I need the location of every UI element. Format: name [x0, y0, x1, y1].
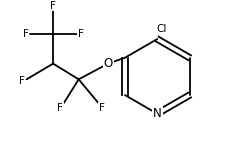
- Text: N: N: [152, 107, 161, 120]
- Text: F: F: [99, 103, 105, 113]
- Text: F: F: [77, 29, 83, 39]
- Text: F: F: [50, 1, 56, 11]
- Text: Cl: Cl: [155, 24, 166, 34]
- Text: F: F: [19, 76, 24, 86]
- Text: F: F: [23, 29, 28, 39]
- Text: F: F: [57, 103, 63, 113]
- Text: O: O: [103, 57, 112, 70]
